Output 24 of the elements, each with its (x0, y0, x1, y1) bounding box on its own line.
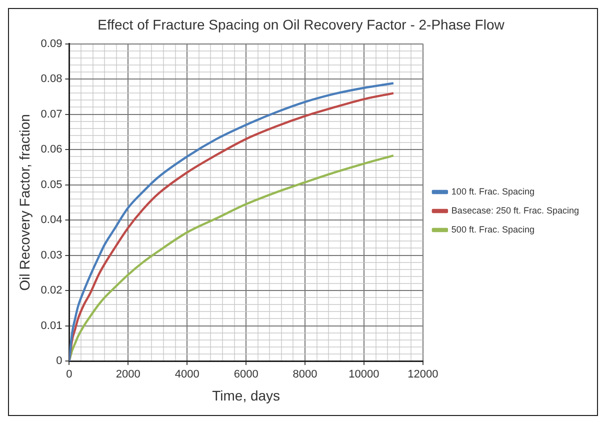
y-tick-label: 0 (56, 355, 62, 368)
x-tick-label: 2000 (116, 368, 140, 381)
x-tick-label: 0 (66, 368, 72, 381)
legend-label: Basecase: 250 ft. Frac. Spacing (451, 205, 580, 216)
y-tick-label: 0.02 (40, 284, 62, 297)
line-series (69, 154, 395, 361)
y-tick-label: 0.04 (40, 214, 62, 226)
x-axis-title: Time, days (212, 387, 280, 404)
y-tick-label: 0.08 (40, 73, 62, 86)
legend-label: 100 ft. Frac. Spacing (451, 186, 534, 196)
y-tick-label: 0.09 (40, 38, 62, 50)
y-tick-label: 0.05 (40, 178, 62, 191)
legend-label: 500 ft. Frac. Spacing (451, 224, 534, 234)
x-tick-label: 8000 (292, 368, 318, 381)
y-axis-title: Oil Recovery Factor, fraction (16, 114, 32, 291)
chart-title: Effect of Fracture Spacing on Oil Recovery Factor - 2-Phase Flow (98, 16, 506, 32)
x-tick-label: 12000 (408, 368, 438, 381)
y-tick-label: 0.03 (40, 249, 62, 262)
x-tick-label: 4000 (174, 368, 200, 381)
y-tick-label: 0.07 (40, 108, 62, 120)
y-tick-label: 0.06 (40, 144, 62, 156)
x-tick-label: 10000 (348, 368, 380, 381)
y-tick-label: 0.01 (40, 320, 62, 332)
x-tick-label: 6000 (234, 368, 258, 381)
